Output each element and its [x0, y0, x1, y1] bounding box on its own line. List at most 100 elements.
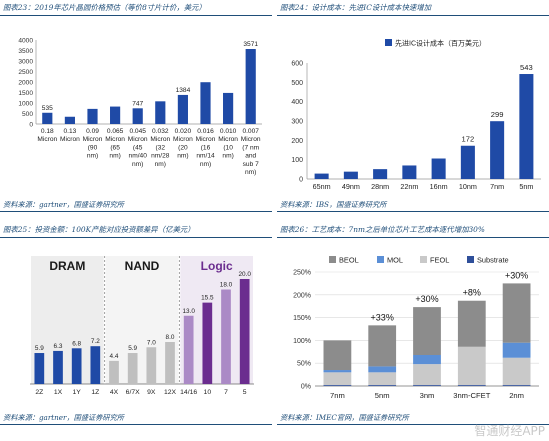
y-tick-label: 4000 — [18, 37, 33, 44]
bar-segment-substrate — [502, 385, 531, 386]
bar — [200, 82, 211, 124]
investment-chart: DRAM NAND Logic 5.9 2Z 6.3 1X 6.8 1Y 7.2 1Z 4.4 4X 5.… — [30, 256, 254, 396]
x-tick-label: 1Z — [91, 389, 99, 396]
legend-swatch — [467, 256, 474, 263]
x-tick-label: Micron — [173, 136, 193, 143]
bar-segment-feol — [323, 372, 352, 386]
x-tick-label: 0.007 — [242, 128, 259, 135]
x-tick-label: 6/7X — [126, 389, 140, 396]
y-tick-label: 1500 — [18, 90, 33, 97]
x-tick-label: 0.010 — [220, 128, 237, 135]
data-label: 4.4 — [110, 353, 119, 360]
x-tick-label: 0.016 — [197, 128, 214, 135]
bar-segment-feol — [457, 346, 486, 386]
x-tick-label: 0.032 — [152, 128, 169, 135]
legend-swatch — [385, 39, 392, 46]
x-tick-label: 7nm — [330, 391, 345, 400]
x-tick-label: nm) — [177, 153, 188, 160]
bar — [183, 315, 194, 384]
panel-design-cost: 图表24：设计成本：先进IC设计成本快速增加 0 100 200 300 400 500 6… — [277, 0, 549, 216]
x-tick-label: (90 — [88, 144, 98, 151]
data-label: 5.9 — [35, 345, 44, 352]
y-tick-label: 3500 — [18, 48, 33, 55]
bar — [109, 360, 119, 384]
x-tick-label: 10 — [204, 389, 212, 396]
watermark: 智通财经APP — [474, 424, 545, 438]
x-tick-label: 10nm — [459, 182, 477, 191]
data-label: 15.5 — [201, 295, 214, 302]
wafer-price-chart: 050010001500200025003000350040005350.18M… — [18, 37, 262, 176]
y-tick-label: 200% — [293, 292, 311, 299]
bar-segment-substrate — [413, 385, 441, 386]
data-label: 8.0 — [166, 334, 175, 341]
bar — [165, 342, 175, 384]
legend-label: FEOL — [430, 256, 449, 265]
panel-source: 资料来源：IMEC官网，国盛证券研究所 — [277, 411, 549, 425]
x-tick-label: Micron — [196, 136, 216, 143]
bar — [490, 121, 505, 179]
x-tick-label: 7 — [224, 389, 228, 396]
x-tick-label: sub 7 — [243, 161, 259, 168]
x-tick-label: 5nm — [519, 182, 533, 191]
panel-wafer-price: 图表23：2019年芯片晶圆价格预估（等价8寸片计价，美元） 0 500 1000 1… — [0, 0, 272, 216]
bar — [373, 169, 388, 179]
data-label: 172 — [462, 135, 475, 144]
x-tick-label: 65nm — [313, 182, 331, 191]
panel-title: 图表26：工艺成本：7nm之后单位芯片工艺成本逐代增加30% — [277, 222, 549, 238]
y-tick-label: 600 — [291, 61, 303, 68]
bar — [221, 289, 231, 384]
bar — [343, 171, 358, 179]
x-tick-label: nm) — [109, 153, 120, 160]
x-tick-label: 2nm — [509, 391, 524, 400]
legend-swatch — [329, 256, 336, 263]
x-tick-label: 1Y — [73, 389, 82, 396]
bar — [519, 74, 534, 179]
bar — [202, 302, 213, 384]
panel-title: 图表25：投资金额：100K产能对应投资额差异（亿美元） — [0, 222, 272, 238]
design-cost-chart: 0 100 200 300 400 500 600 先进IC设计成本（百万美元） 65nm 49n… — [291, 39, 541, 191]
group-label: NAND — [125, 259, 160, 273]
x-tick-label: 0.065 — [107, 128, 124, 135]
bar-segment-beol — [323, 340, 352, 371]
x-tick-label: (7 nm — [242, 144, 259, 151]
bar — [431, 158, 446, 179]
x-tick-label: 5nm — [375, 391, 390, 400]
panel-investment: 图表25：投资金额：100K产能对应投资额差异（亿美元） DRAM NAND Log… — [0, 222, 272, 441]
data-label: 3571 — [243, 41, 258, 48]
x-tick-label: Micron — [150, 136, 170, 143]
bar — [245, 49, 256, 124]
x-tick-label: nm/14 — [196, 153, 215, 160]
x-tick-label: 4X — [110, 389, 119, 396]
bar — [53, 350, 63, 384]
x-tick-label: Micron — [218, 136, 238, 143]
bar-segment-feol — [502, 357, 531, 386]
bar — [64, 116, 75, 124]
legend-label: 先进IC设计成本（百万美元） — [395, 39, 486, 48]
x-tick-label: nm) — [87, 153, 98, 160]
x-tick-label: (16 — [201, 144, 211, 151]
x-tick-label: (20 — [178, 144, 188, 151]
y-tick-label: 250% — [293, 270, 311, 277]
x-tick-label: 3nm — [420, 391, 435, 400]
bar — [314, 173, 329, 179]
data-label: 299 — [491, 110, 504, 119]
bar-segment-beol — [502, 283, 531, 343]
x-tick-label: 0.020 — [175, 128, 192, 135]
group-label: DRAM — [49, 259, 85, 273]
x-tick-label: 0.045 — [129, 128, 146, 135]
x-tick-label: 12X — [164, 389, 177, 396]
y-tick-label: 500 — [22, 111, 33, 118]
bar-segment-beol — [368, 325, 397, 367]
bar-segment-substrate — [368, 385, 397, 386]
panel-source: 资料来源：gartner，国盛证券研究所 — [0, 198, 272, 212]
x-tick-label: 28nm — [371, 182, 389, 191]
data-label: 7.0 — [147, 339, 156, 346]
data-label: 6.8 — [72, 340, 81, 347]
x-tick-label: (32 — [156, 144, 166, 151]
legend-label: MOL — [387, 256, 403, 265]
x-tick-label: 49nm — [342, 182, 360, 191]
y-tick-label: 500 — [291, 80, 303, 87]
x-tick-label: 14/16 — [180, 389, 197, 396]
bar — [402, 165, 417, 179]
x-tick-label: (45 — [133, 144, 143, 151]
